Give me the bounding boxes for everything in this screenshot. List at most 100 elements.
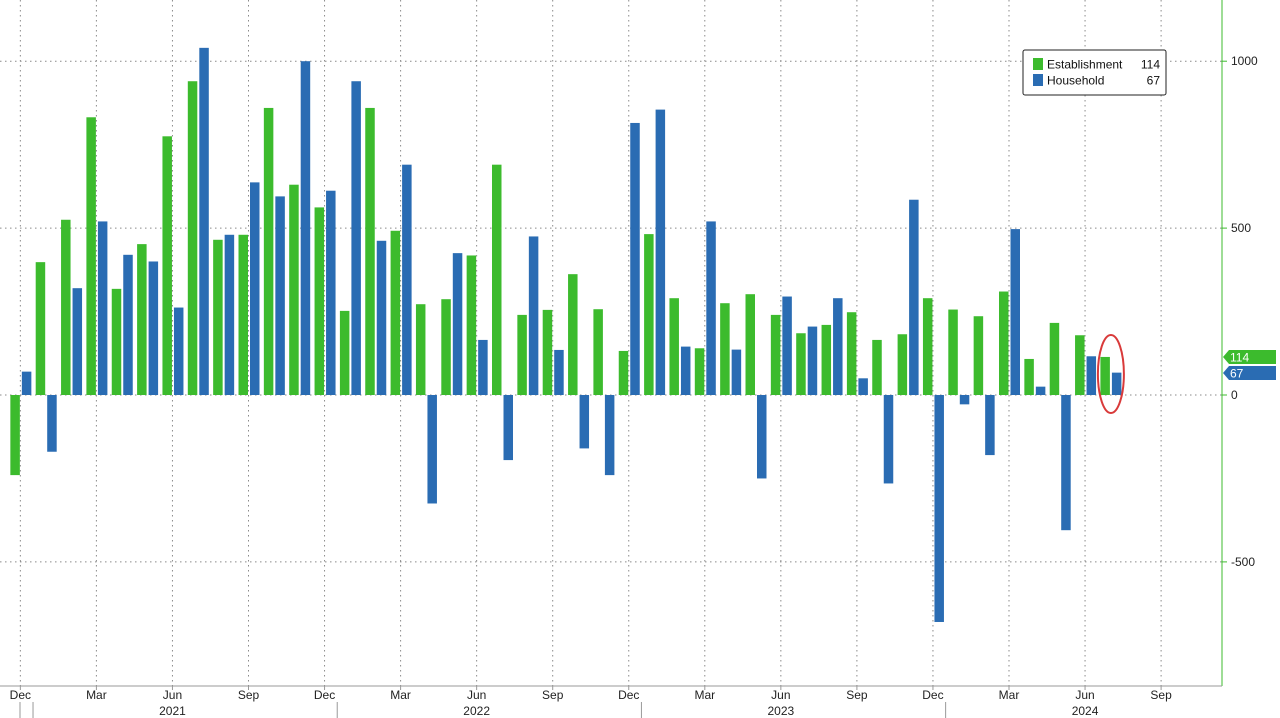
household-bar [503,395,513,461]
establishment-bar [314,207,325,395]
x-tick-label: Jun [163,688,182,702]
x-tick-label: Mar [999,688,1020,702]
establishment-bar [263,107,274,395]
year-label: 2022 [463,704,490,718]
household-bar [807,326,818,395]
establishment-bar [365,107,375,395]
establishment-bar [1049,322,1060,395]
x-tick-label: Mar [694,688,715,702]
y-axis-labels: 1000 500 0 -500 [1231,54,1258,569]
establishment-bar [542,309,553,395]
household-bar [782,296,792,395]
establishment-bar [390,230,401,395]
year-label: 2021 [159,704,186,718]
x-tick-label: Jun [771,688,790,702]
x-tick-label: Mar [86,688,107,702]
y-tick-label: 0 [1231,388,1238,402]
establishment-bar [466,255,477,395]
legend-value: 67 [1147,74,1161,88]
legend-box [1022,49,1167,96]
establishment-bar [289,184,299,395]
household-bar [123,254,133,395]
household-bar [275,196,285,395]
x-axis-labels: Dec Mar Jun Sep Dec Mar Jun Sep Dec Mar Jun Sep Dec M… [10,686,1172,718]
establishment-bar [415,304,426,395]
household-bar [478,339,488,395]
last-value-tag-text: 67 [1230,367,1244,381]
establishment-bar [492,164,502,395]
household-bar [199,47,209,396]
year-label: 2023 [767,704,794,718]
household-bar [959,395,970,405]
household-bar [528,236,539,395]
establishment-bar [1075,335,1085,395]
legend-value: 114 [1141,58,1160,72]
establishment-bar [922,298,933,395]
establishment-bar [973,316,984,395]
establishment-bar [694,348,705,395]
x-tick-label: Mar [390,688,411,702]
establishment-bar [897,334,908,395]
establishment-bar [162,136,172,395]
household-bar [250,182,260,395]
establishment-bar [111,288,122,395]
establishment-bar [86,117,96,396]
y-tick-label: -500 [1231,555,1255,569]
last-value-tag-bg [1223,350,1276,364]
establishment-bar [872,339,882,395]
x-tick-label: Dec [314,688,335,702]
establishment-bar [10,395,20,476]
establishment-bar [1100,356,1110,395]
household-bar [579,395,590,449]
household-bar [351,81,361,395]
household-bar [706,221,716,395]
household-bar [148,261,159,395]
household-bar [427,395,437,504]
household-bar [630,122,640,395]
x-tick-label: Sep [846,688,868,702]
household-bar [554,349,564,395]
household-bar [376,240,387,395]
household-bar [21,371,32,395]
household-bar [47,395,57,452]
establishment-bar [999,291,1009,395]
establishment-bar [137,244,147,395]
household-bar [97,221,108,395]
establishment-bar [593,309,603,395]
household-bar [985,395,995,456]
household-bar [72,288,83,395]
establishment-bar [35,262,46,395]
establishment-bar [441,299,451,395]
x-tick-label: Sep [1150,688,1172,702]
household-bar [604,395,615,476]
household-bar [1010,229,1020,395]
household-bar [680,346,691,395]
household-bar [883,395,894,484]
legend-swatch [1033,58,1043,70]
establishment-bar [187,81,198,395]
establishment-bar [846,312,857,395]
year-label: 2024 [1072,704,1099,718]
establishment-bar [770,314,781,395]
establishment-bar [948,309,958,395]
x-tick-label: Jun [1075,688,1094,702]
establishment-bar [745,294,755,395]
establishment-bar [821,324,832,395]
bars [10,47,1122,622]
x-tick-label: Dec [10,688,31,702]
household-bar [909,199,919,395]
x-tick-label: Dec [922,688,943,702]
establishment-bar [1024,358,1034,395]
establishment-bar [618,350,629,395]
establishment-bar [339,310,350,395]
household-bar [224,234,235,395]
last-value-tag-bg [1223,366,1276,380]
establishment-bar [720,303,730,395]
household-bar [326,190,336,395]
establishment-bar [568,274,578,395]
household-bar [452,253,463,395]
establishment-bar [61,219,71,395]
legend-swatch [1033,74,1043,86]
